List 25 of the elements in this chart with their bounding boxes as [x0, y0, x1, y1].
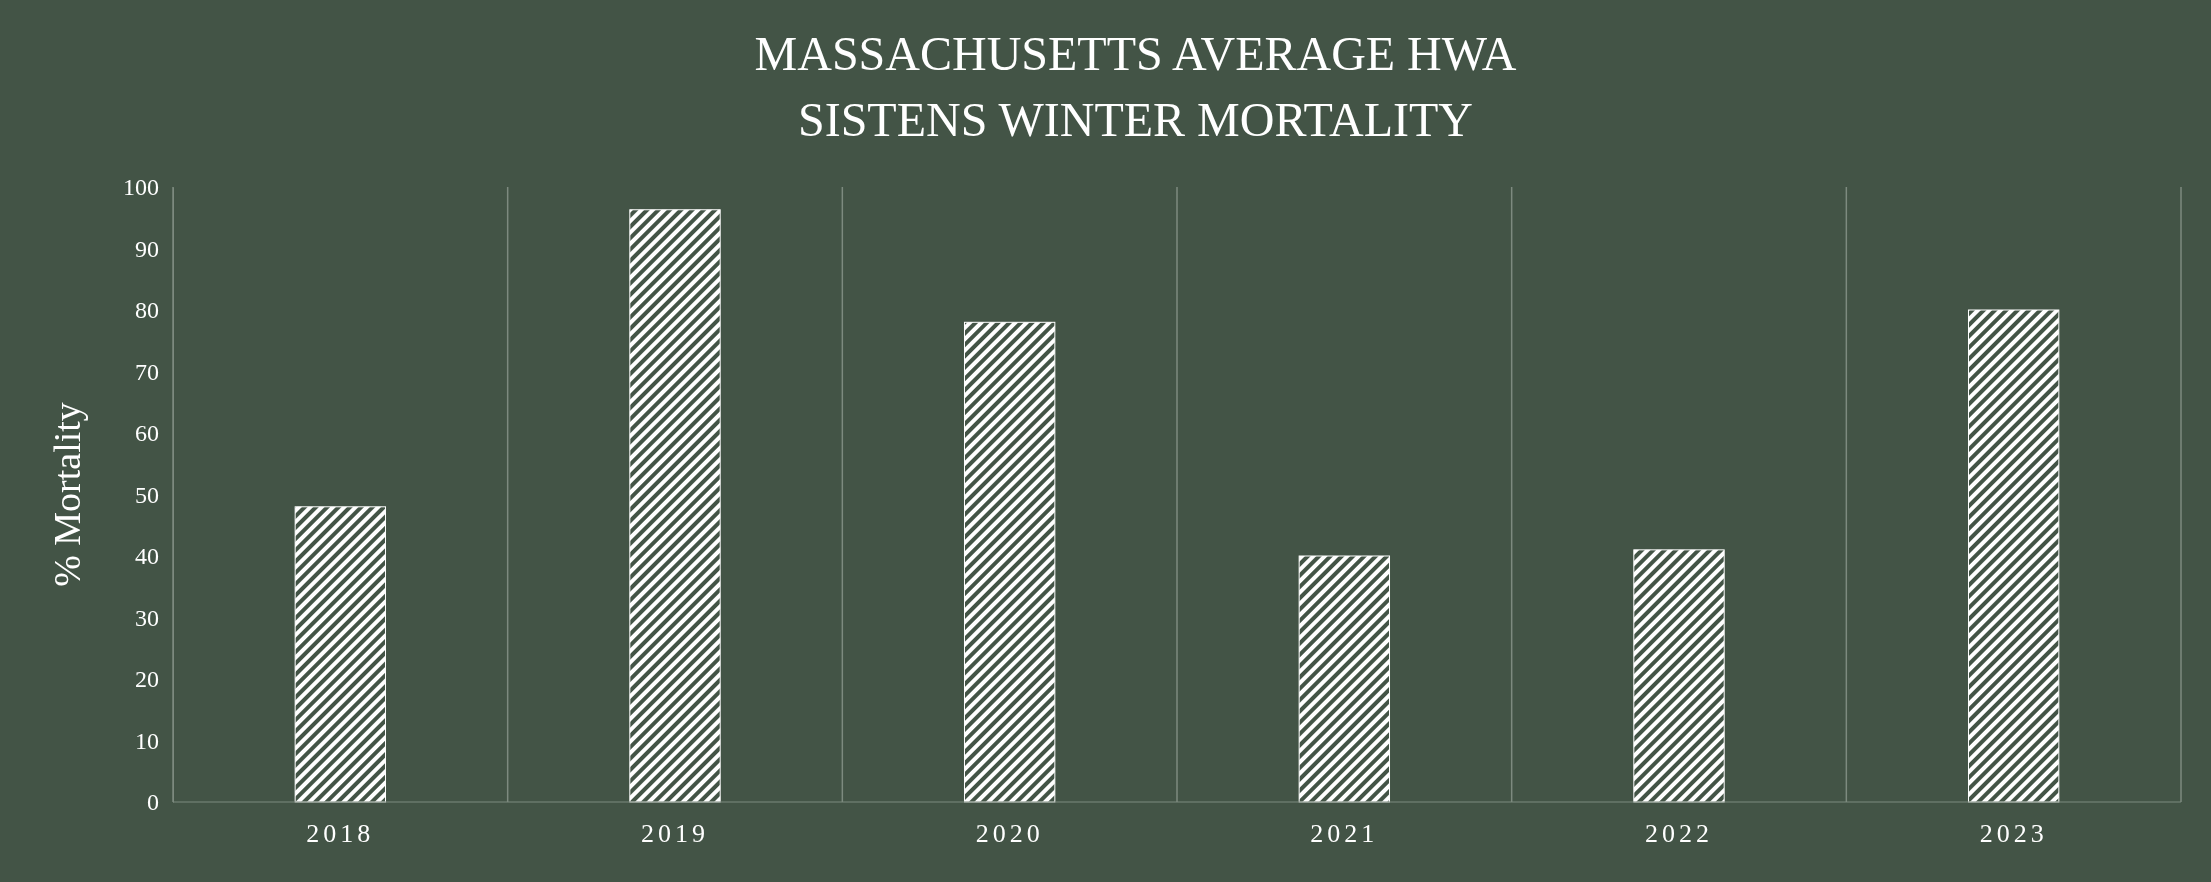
y-tick-label: 60 — [135, 420, 159, 447]
y-axis-title: % Mortality — [46, 402, 88, 587]
y-tick-label: 10 — [135, 727, 159, 754]
y-tick-label: 100 — [123, 174, 159, 201]
bar — [1298, 555, 1391, 803]
bar — [629, 209, 721, 803]
y-tick-label: 40 — [135, 543, 159, 570]
bar — [294, 506, 387, 803]
x-tick-label: 2019 — [641, 819, 709, 849]
y-tick-label: 90 — [135, 235, 159, 262]
x-tick-label: 2020 — [975, 819, 1044, 849]
y-tick-label: 50 — [135, 481, 159, 508]
x-tick-label: 2023 — [1979, 819, 2048, 849]
y-tick-label: 20 — [135, 666, 159, 693]
bar — [1967, 309, 2060, 803]
y-tick-label: 70 — [135, 358, 159, 385]
x-tick-label: 2018 — [306, 819, 375, 849]
bar — [1633, 549, 1725, 803]
bar — [963, 321, 1056, 803]
y-tick-label: 30 — [135, 604, 159, 631]
chart-title: MASSACHUSETTS AVERAGE HWA SISTENS WINTER MORTALITY — [754, 27, 1517, 146]
x-tick-label: 2022 — [1645, 819, 1713, 849]
y-tick-label: 0 — [147, 789, 159, 816]
x-tick-label: 2021 — [1310, 819, 1379, 849]
y-tick-label: 80 — [135, 297, 159, 324]
